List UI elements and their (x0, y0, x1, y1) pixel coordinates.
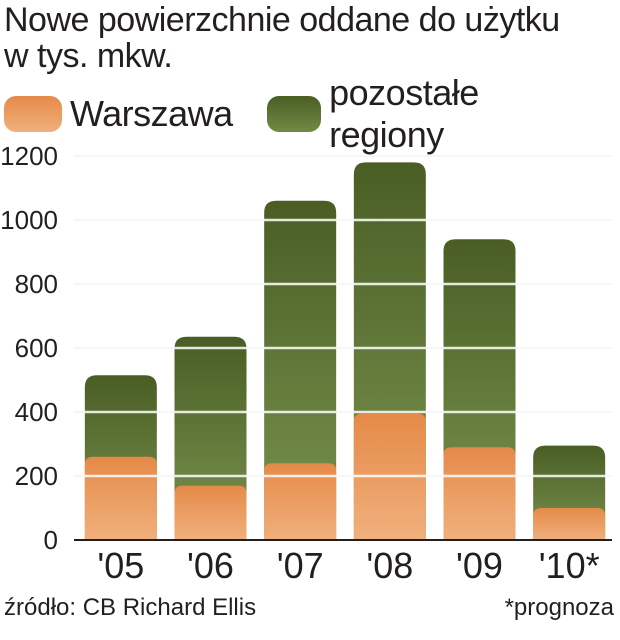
bar-warszawa-0 (84, 456, 157, 540)
legend-label-pozostale: pozostałe regiony (329, 72, 479, 155)
gridlines-over-bars (74, 154, 612, 478)
x-tick-label: '09 (456, 545, 503, 586)
legend-item-warszawa: Warszawa (4, 93, 233, 135)
source-note: źródło: CB Richard Ellis (4, 594, 257, 621)
bar-warszawa-5 (533, 508, 606, 540)
bar-warszawa-1 (174, 485, 247, 540)
y-tick-label: 200 (15, 461, 58, 491)
chart-title: Nowe powierzchnie oddane do użytku w tys… (4, 2, 616, 74)
chart-title-line1: Nowe powierzchnie oddane do użytku (4, 1, 560, 39)
legend-item-pozostale: pozostałe regiony (266, 72, 586, 156)
y-tick-label: 1200 (0, 141, 58, 171)
bar-warszawa-4 (443, 447, 516, 540)
y-axis-labels: 0 200 400 600 800 1000 1200 (0, 141, 58, 555)
forecast-note: *prognoza (504, 594, 614, 621)
x-tick-label: '05 (97, 545, 144, 586)
bar-pozostale-2 (264, 200, 337, 541)
stacked-bar-chart: 0 200 400 600 800 1000 1200 '05 '06 '07 '08 '09 '10… (0, 141, 612, 586)
y-tick-label: 400 (15, 397, 58, 427)
legend-label-warszawa: Warszawa (70, 93, 233, 134)
chart-title-line2: w tys. mkw. (4, 37, 173, 75)
bar-warszawa-2 (264, 463, 337, 540)
y-tick-label: 600 (15, 333, 58, 363)
legend-swatch-warszawa (4, 96, 62, 132)
x-tick-label: '06 (187, 545, 234, 586)
legend-swatch-pozostale (266, 96, 322, 132)
x-axis-labels: '05 '06 '07 '08 '09 '10* (97, 545, 599, 586)
x-tick-label: '07 (277, 545, 324, 586)
y-tick-label: 0 (44, 525, 58, 555)
y-tick-label: 800 (15, 269, 58, 299)
y-tick-label: 1000 (0, 205, 58, 235)
x-tick-label: '10* (539, 545, 600, 586)
x-tick-label: '08 (366, 545, 413, 586)
bars (84, 162, 606, 541)
chart-legend: Warszawa pozostałe regiony (4, 72, 620, 155)
